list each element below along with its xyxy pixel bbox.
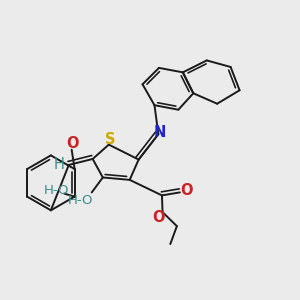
Text: O: O xyxy=(180,183,193,198)
Text: N: N xyxy=(154,125,166,140)
Text: H: H xyxy=(54,157,65,172)
Text: O: O xyxy=(66,136,79,151)
Text: O: O xyxy=(153,210,165,225)
Text: H-O: H-O xyxy=(68,194,93,207)
Text: S: S xyxy=(105,132,116,147)
Text: H-O: H-O xyxy=(44,184,69,196)
